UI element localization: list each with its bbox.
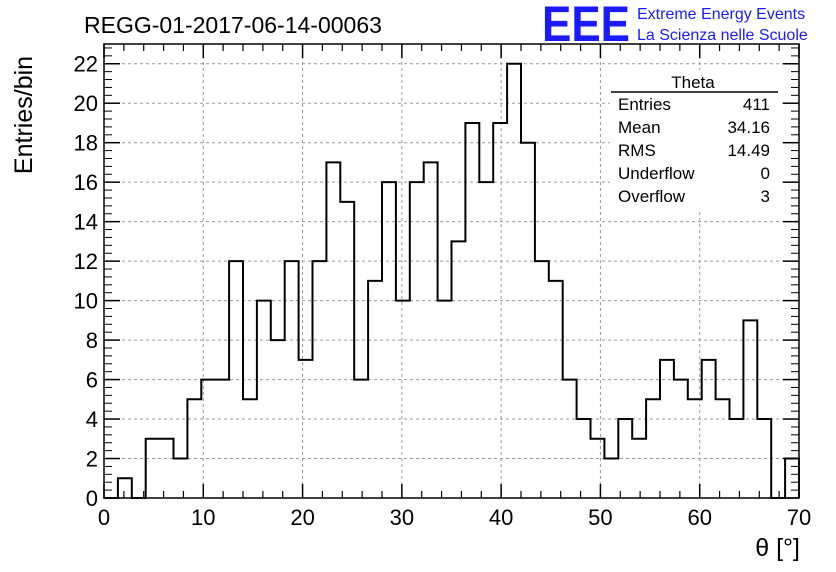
histogram-bin <box>577 419 591 498</box>
histogram-bin <box>646 399 660 498</box>
y-tick-label: 10 <box>74 289 98 314</box>
stats-value-rms: 14.49 <box>727 141 770 160</box>
stats-value-overflow: 3 <box>761 187 770 206</box>
y-tick-label: 20 <box>74 91 98 116</box>
histogram-bin <box>716 399 730 498</box>
histogram-bin <box>438 301 452 498</box>
histogram-bin <box>465 123 479 498</box>
x-tick-label: 20 <box>290 505 314 530</box>
histogram-bin <box>591 439 605 498</box>
histogram-bin <box>688 399 702 498</box>
stats-label-mean: Mean <box>618 118 661 137</box>
x-tick-label: 30 <box>390 505 414 530</box>
y-axis-label: Entries/bin <box>10 56 38 174</box>
histogram-bin <box>243 399 257 498</box>
histogram-bin <box>521 143 535 498</box>
histogram-bin <box>229 261 243 498</box>
stats-value-entries: 411 <box>743 95 770 114</box>
stats-label-underflow: Underflow <box>618 164 695 183</box>
stats-value-mean: 34.16 <box>727 118 770 137</box>
plot-frame <box>103 43 800 499</box>
histogram-bin <box>730 419 744 498</box>
histogram-bin <box>702 360 716 498</box>
histogram-bin <box>146 439 160 498</box>
histogram-bin <box>215 380 229 498</box>
x-tick-label: 40 <box>489 505 513 530</box>
eee-logo-mark: EEE <box>542 0 630 52</box>
histogram-bin <box>396 301 410 498</box>
histogram-bin <box>257 301 271 498</box>
histogram-bin <box>382 182 396 498</box>
y-tick-label: 12 <box>74 249 98 274</box>
x-tick-label: 60 <box>687 505 711 530</box>
histogram-bin <box>410 182 424 498</box>
histogram-bin <box>368 281 382 498</box>
histogram-bin <box>340 202 354 498</box>
histogram-outline <box>104 62 800 499</box>
histogram-bin <box>549 281 563 498</box>
stats-label-rms: RMS <box>618 141 656 160</box>
stats-value-underflow: 0 <box>761 164 770 183</box>
stats-label-entries: Entries <box>618 95 671 114</box>
histogram-bin <box>604 459 618 498</box>
histogram-bin <box>563 380 577 498</box>
stats-label-overflow: Overflow <box>618 187 686 206</box>
histogram-bin <box>452 241 466 498</box>
logo-line-2: La Scienza nelle Scuole <box>637 27 808 44</box>
histogram-bin <box>285 261 299 498</box>
y-tick-label: 16 <box>74 170 98 195</box>
x-tick-label: 10 <box>191 505 215 530</box>
y-tick-label: 2 <box>86 447 98 472</box>
logo-line-1: Extreme Energy Events <box>637 6 805 23</box>
histogram-bin <box>743 320 757 498</box>
histogram-bin <box>507 64 521 498</box>
histogram-bin <box>479 182 493 498</box>
stats-title: Theta <box>671 73 715 92</box>
histogram-bin <box>326 162 340 498</box>
histogram-bin <box>632 439 646 498</box>
histogram-bin <box>535 261 549 498</box>
histogram-bin <box>785 459 799 498</box>
histogram-bin <box>299 360 313 498</box>
histogram-bin <box>187 399 201 498</box>
histogram-bin <box>757 419 771 498</box>
histogram-bin <box>493 123 507 498</box>
y-tick-label: 6 <box>86 368 98 393</box>
stats-box: Theta Entries 411 Mean 34.16 RMS 14.49 U… <box>610 70 780 210</box>
histogram-bin <box>674 380 688 498</box>
y-tick-label: 8 <box>86 328 98 353</box>
histogram-bin <box>201 380 215 498</box>
grid <box>104 44 799 498</box>
histogram-bin <box>313 261 327 498</box>
x-tick-label: 70 <box>787 505 811 530</box>
histogram-bin <box>271 340 285 498</box>
histogram-bin <box>424 162 438 498</box>
histogram-bin <box>618 419 632 498</box>
x-tick-label: 50 <box>588 505 612 530</box>
y-tick-label: 22 <box>74 52 98 77</box>
y-tick-label: 4 <box>86 407 98 432</box>
x-axis-label: θ [°] <box>755 534 800 562</box>
histogram-bin <box>354 380 368 498</box>
histogram-bin <box>174 459 188 498</box>
logo: EEE Extreme Energy Events La Scienza nel… <box>542 0 808 52</box>
histogram-bin <box>660 360 674 498</box>
y-tick-label: 14 <box>74 210 98 235</box>
histogram-bin <box>118 478 132 498</box>
x-tick-label: 0 <box>98 505 110 530</box>
y-tick-label: 0 <box>86 486 98 511</box>
chart-title: REGG-01-2017-06-14-00063 <box>84 12 382 38</box>
histogram-bin <box>160 439 174 498</box>
y-tick-label: 18 <box>74 131 98 156</box>
stats-box-background <box>610 70 780 210</box>
